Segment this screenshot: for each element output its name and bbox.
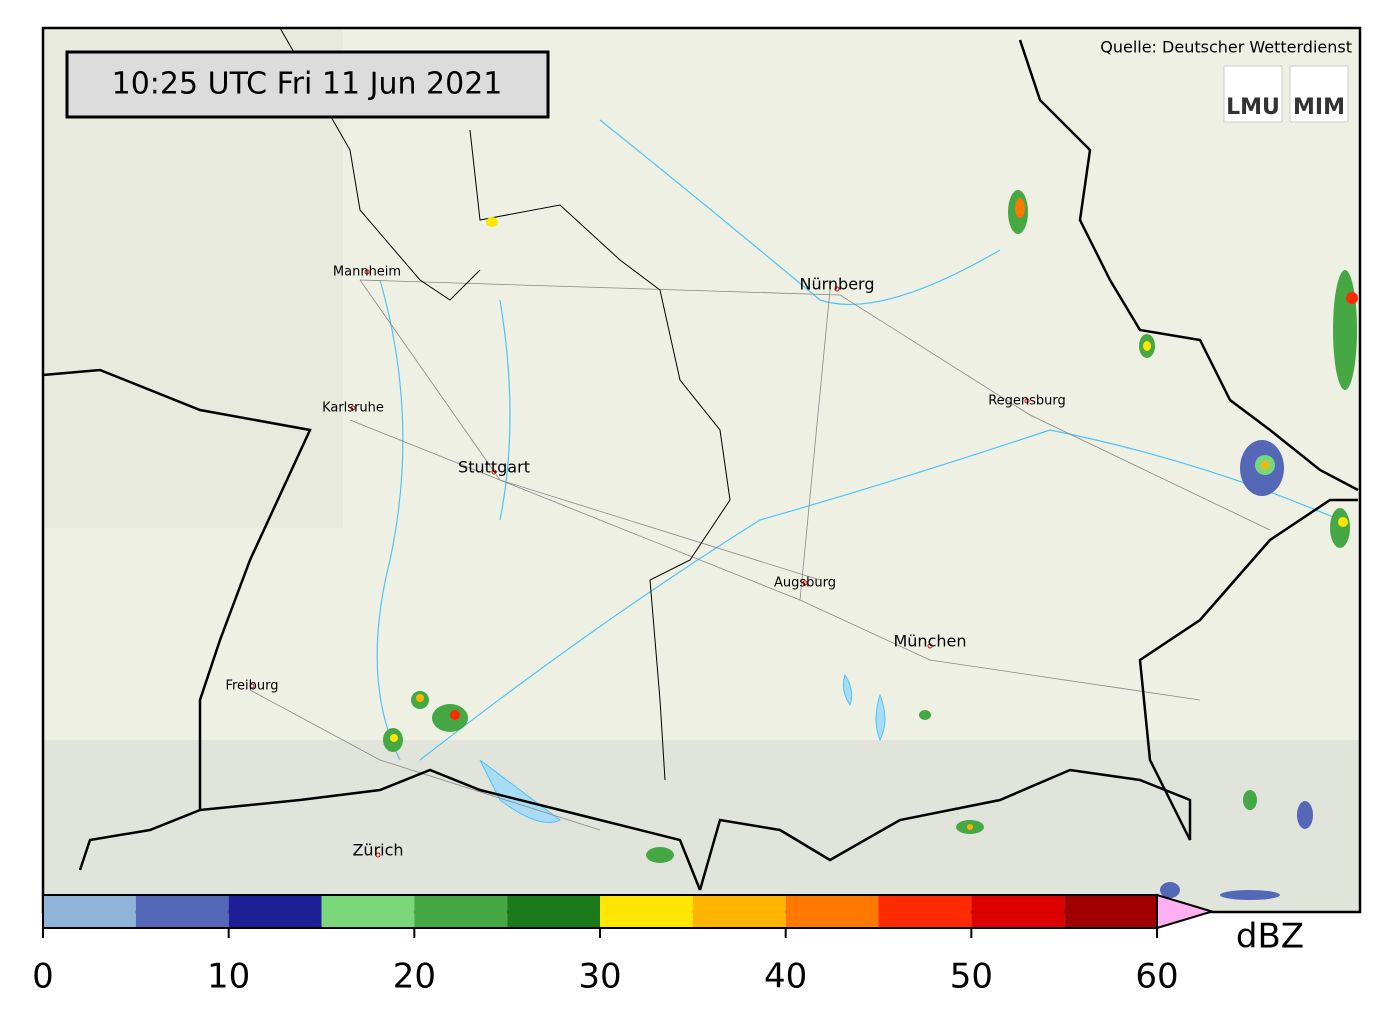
colorbar-unit: dBZ: [1236, 917, 1304, 957]
colorbar-segment: [228, 895, 322, 928]
logo: LMU: [1226, 95, 1280, 120]
city-marker: [350, 405, 356, 411]
colorbar-segment: [785, 895, 879, 928]
logo: MIM: [1293, 95, 1345, 120]
colorbar-tick-label: 20: [393, 957, 436, 997]
city-marker: [834, 286, 840, 292]
colorbar-tick-label: 0: [32, 957, 54, 997]
colorbar-segment: [971, 895, 1065, 928]
colorbar-segment: [321, 895, 415, 928]
timestamp-box: [65, 50, 550, 119]
lakes: [842, 673, 886, 742]
state-borders: [279, 27, 731, 781]
city-label: Karlsruhe: [322, 401, 384, 416]
timestamp: 10:25 UTC Fri 11 Jun 2021: [112, 67, 503, 102]
city-label: München: [893, 632, 966, 651]
colorbar-segment: [507, 895, 600, 928]
colorbar-tick-label: 40: [764, 957, 807, 997]
colorbar-segment: [878, 895, 972, 928]
radar-echoes: [383, 190, 1358, 900]
colorbar-segment: [600, 895, 693, 928]
colorbar-segment: [135, 895, 229, 928]
city-label: Freiburg: [225, 679, 278, 694]
source: Quelle: Deutscher Wetterdienst: [1100, 38, 1352, 57]
logo-box: [1289, 65, 1349, 123]
city-label: Nürnberg: [800, 275, 875, 294]
city-marker: [491, 469, 497, 475]
roads: [249, 279, 1271, 831]
lake: [479, 759, 561, 823]
country-borders: [42, 39, 1359, 891]
city-marker: [375, 852, 381, 858]
colorbar: 0 10 20 30 40 50 60 dBZ: [32, 893, 1304, 997]
map: [41, 26, 1362, 914]
city-label: Stuttgart: [458, 458, 530, 477]
city-marker: [364, 269, 370, 275]
colorbar-segment: [414, 895, 508, 928]
cities: Mannheim Nürnberg Karlsruhe Regensburg Stutt…: [225, 265, 1065, 860]
rivers: [376, 119, 1341, 761]
colorbar-segment: [1064, 895, 1157, 928]
logo-box: [1223, 65, 1283, 123]
city-label: Zürich: [352, 841, 403, 860]
city-label: Mannheim: [333, 265, 401, 280]
colorbar-segment: [692, 895, 786, 928]
city-label: Regensburg: [988, 394, 1066, 409]
city-marker: [1024, 398, 1030, 404]
city-marker: [927, 643, 933, 649]
city-marker: [249, 683, 255, 689]
city-marker: [802, 580, 808, 586]
colorbar-tick-label: 10: [207, 957, 250, 997]
city-label: Augsburg: [774, 576, 836, 591]
colorbar-tick-label: 30: [578, 957, 621, 997]
colorbar-tick-label: 50: [950, 957, 993, 997]
colorbar-segment: [43, 895, 136, 928]
colorbar-tick-label: 60: [1135, 957, 1178, 997]
